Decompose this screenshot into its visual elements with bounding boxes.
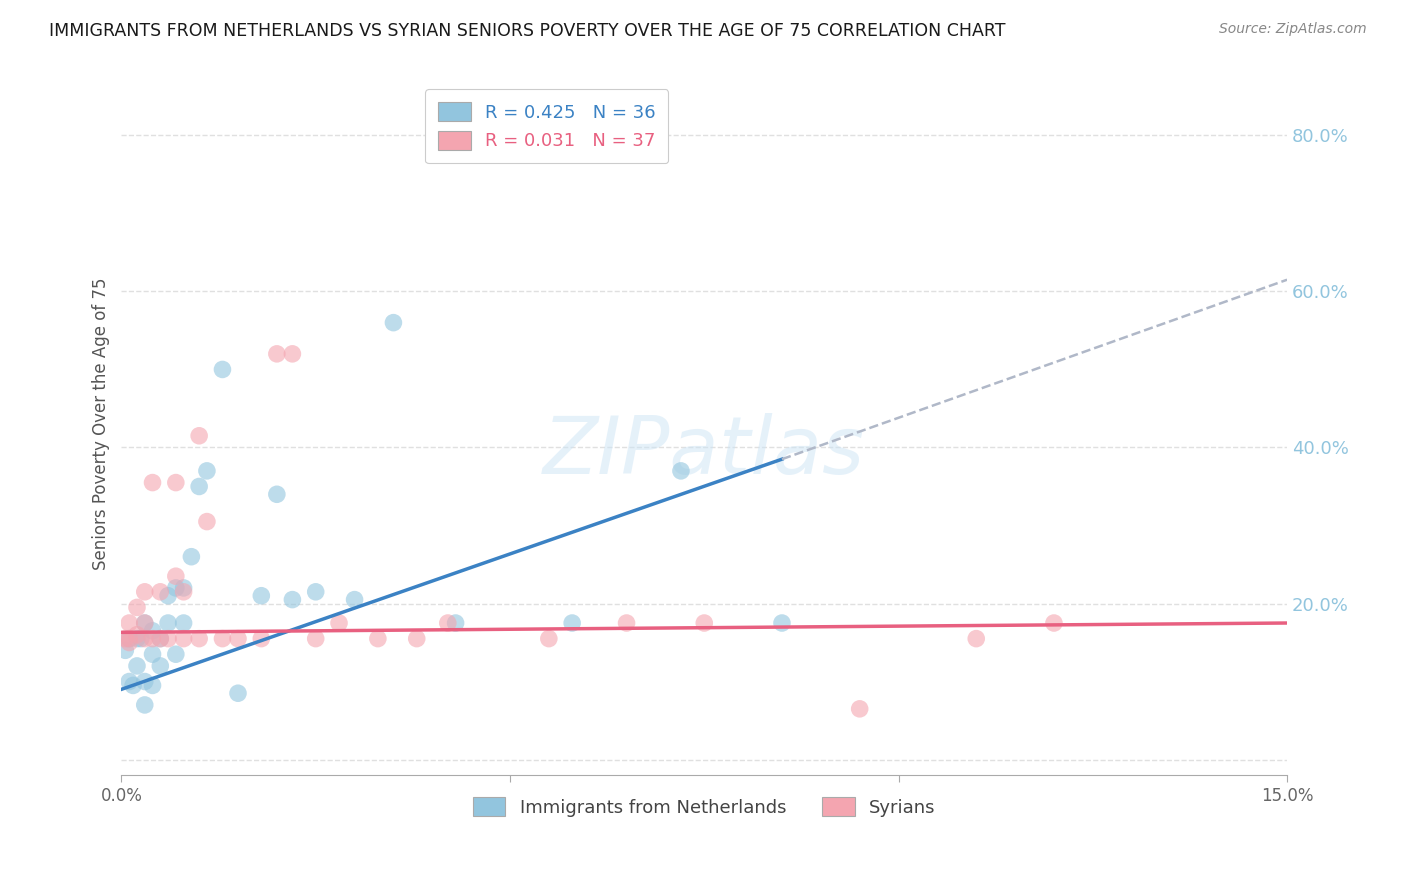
Point xyxy=(141,632,163,646)
Point xyxy=(157,632,180,646)
Point xyxy=(165,475,187,490)
Point xyxy=(129,632,152,646)
Point xyxy=(250,589,273,603)
Point xyxy=(157,589,180,603)
Point xyxy=(195,515,218,529)
Point xyxy=(134,615,156,630)
Point xyxy=(125,600,148,615)
Point xyxy=(118,632,141,646)
Point xyxy=(122,678,145,692)
Point xyxy=(616,615,638,630)
Point xyxy=(157,615,180,630)
Point xyxy=(770,615,793,630)
Point xyxy=(250,632,273,646)
Point xyxy=(561,615,583,630)
Point xyxy=(226,686,249,700)
Point xyxy=(195,464,218,478)
Text: Source: ZipAtlas.com: Source: ZipAtlas.com xyxy=(1219,22,1367,37)
Point xyxy=(382,316,405,330)
Point xyxy=(266,487,288,501)
Point xyxy=(305,584,328,599)
Point xyxy=(188,429,211,443)
Point xyxy=(125,628,148,642)
Point xyxy=(149,632,172,646)
Point xyxy=(114,632,136,646)
Point xyxy=(118,632,141,646)
Point xyxy=(211,362,233,376)
Point xyxy=(134,584,156,599)
Point xyxy=(165,647,187,661)
Point xyxy=(281,347,304,361)
Point xyxy=(693,615,716,630)
Point xyxy=(188,632,211,646)
Point xyxy=(114,643,136,657)
Point xyxy=(328,615,350,630)
Point xyxy=(180,549,202,564)
Point xyxy=(1043,615,1066,630)
Point xyxy=(405,632,427,646)
Point xyxy=(173,581,195,595)
Point xyxy=(444,615,467,630)
Point xyxy=(173,615,195,630)
Legend: Immigrants from Netherlands, Syrians: Immigrants from Netherlands, Syrians xyxy=(460,784,949,830)
Point xyxy=(134,698,156,712)
Point xyxy=(343,592,366,607)
Point xyxy=(165,581,187,595)
Point xyxy=(211,632,233,646)
Point xyxy=(125,632,148,646)
Point xyxy=(118,615,141,630)
Point xyxy=(134,615,156,630)
Point xyxy=(149,632,172,646)
Point xyxy=(118,635,141,649)
Point xyxy=(134,632,156,646)
Point xyxy=(149,584,172,599)
Point xyxy=(266,347,288,361)
Point xyxy=(188,479,211,493)
Point xyxy=(367,632,389,646)
Point xyxy=(118,674,141,689)
Point xyxy=(165,569,187,583)
Point xyxy=(173,584,195,599)
Point xyxy=(305,632,328,646)
Point xyxy=(134,674,156,689)
Point xyxy=(173,632,195,646)
Point xyxy=(226,632,249,646)
Text: ZIPatlas: ZIPatlas xyxy=(543,413,865,491)
Point xyxy=(437,615,460,630)
Point xyxy=(141,678,163,692)
Point xyxy=(141,475,163,490)
Text: IMMIGRANTS FROM NETHERLANDS VS SYRIAN SENIORS POVERTY OVER THE AGE OF 75 CORRELA: IMMIGRANTS FROM NETHERLANDS VS SYRIAN SE… xyxy=(49,22,1005,40)
Point xyxy=(965,632,987,646)
Point xyxy=(125,659,148,673)
Y-axis label: Seniors Poverty Over the Age of 75: Seniors Poverty Over the Age of 75 xyxy=(93,277,110,570)
Point xyxy=(141,647,163,661)
Point xyxy=(537,632,560,646)
Point xyxy=(669,464,692,478)
Point xyxy=(848,702,870,716)
Point xyxy=(281,592,304,607)
Point xyxy=(141,624,163,638)
Point xyxy=(149,659,172,673)
